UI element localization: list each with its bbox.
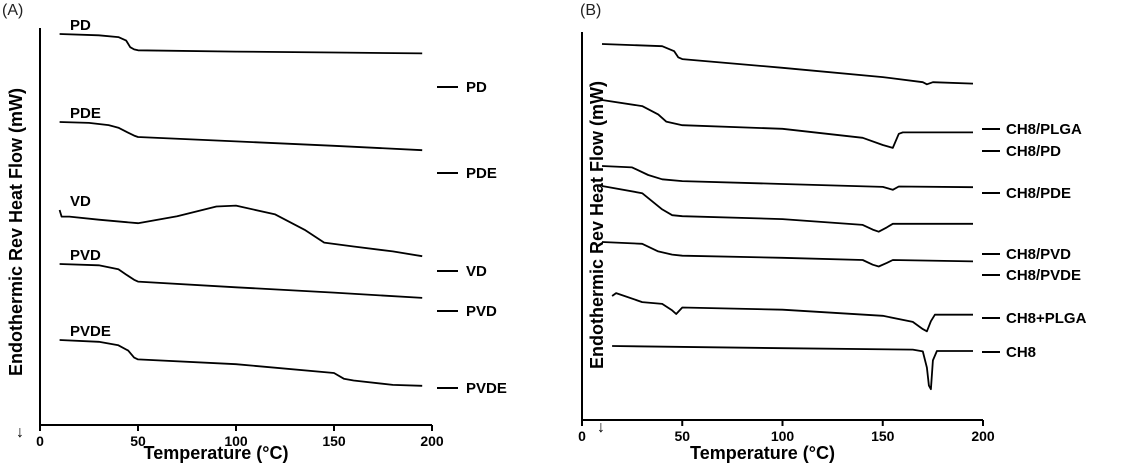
x-tick-label: 50 [130,433,146,449]
endotherm-down-arrow-icon: ↓ [16,424,24,441]
curve-label-right-pvd: PVD [466,303,497,320]
panel-b: (B) 0 50 100 150 200 Temperature (°C) Endother… [560,0,1123,463]
x-tick-label: 200 [971,428,995,444]
x-tick-label: 150 [871,428,895,444]
trace-ch8-pde [601,165,974,191]
trace-ch8-plga [601,43,974,86]
dsc-chart-a: 0 50 100 150 200 Temperature (°C) Endothermic … [6,17,507,463]
curve-label-right-ch8-plga: CH8+PLGA [1006,310,1087,327]
trace-vd [58,204,423,258]
x-tick-label: 0 [36,433,44,449]
trace-pvde [59,339,423,387]
trace-ch8-pvd [601,185,973,233]
endotherm-down-arrow-icon: ↓ [597,419,605,436]
x-axis-title: Temperature (°C) [144,443,289,463]
curve-label-right-ch8-pvd: CH8/PVD [1006,246,1071,263]
x-tick-label: 50 [674,428,690,444]
panel-a: (A) 0 50 100 150 200 Temperature (°C) Endother… [0,0,560,463]
dsc-chart-b: 0 50 100 150 200 Temperature (°C) Endothermic … [578,32,1087,463]
y-axis-title: Endothermic Rev Heat Flow (mW) [6,88,26,376]
trace-pd [59,33,423,55]
curve-label-right-ch8-pde: CH8/PDE [1006,185,1071,202]
trace-ch8-plga [611,292,973,333]
curve-label-right-pde: PDE [466,165,497,182]
curve-label-left-vd: VD [70,193,91,210]
panel-b-letter: (B) [580,2,602,19]
x-tick-label: 150 [322,433,346,449]
curve-label-right-ch8-pvde: CH8/PVDE [1006,267,1081,284]
x-tick-label: 100 [771,428,795,444]
x-tick-label: 0 [578,428,586,444]
x-axis-title: Temperature (°C) [690,443,835,463]
trace-ch8-pd [601,99,973,149]
curve-label-left-pvde: PVDE [70,323,111,340]
y-axis-title: Endothermic Rev Heat Flow (mW) [587,81,607,369]
curve-label-right-pd: PD [466,79,487,96]
curve-label-right-ch8: CH8 [1006,344,1036,361]
curve-label-right-ch8-pd: CH8/PD [1006,143,1061,160]
curve-label-right-vd: VD [466,263,487,280]
x-tick-label: 200 [420,433,444,449]
trace-pvd [59,263,423,299]
trace-pde [59,121,423,152]
trace-ch8-pvde [601,241,974,268]
curve-label-left-pvd: PVD [70,247,101,264]
curve-label-left-pd: PD [70,17,91,34]
x-tick-label: 100 [224,433,248,449]
curve-label-right-pvde: PVDE [466,380,507,397]
panel-a-letter: (A) [2,2,24,19]
curve-label-right-ch8-plga: CH8/PLGA [1006,121,1082,138]
curve-label-left-pde: PDE [70,105,101,122]
trace-ch8 [612,345,973,391]
